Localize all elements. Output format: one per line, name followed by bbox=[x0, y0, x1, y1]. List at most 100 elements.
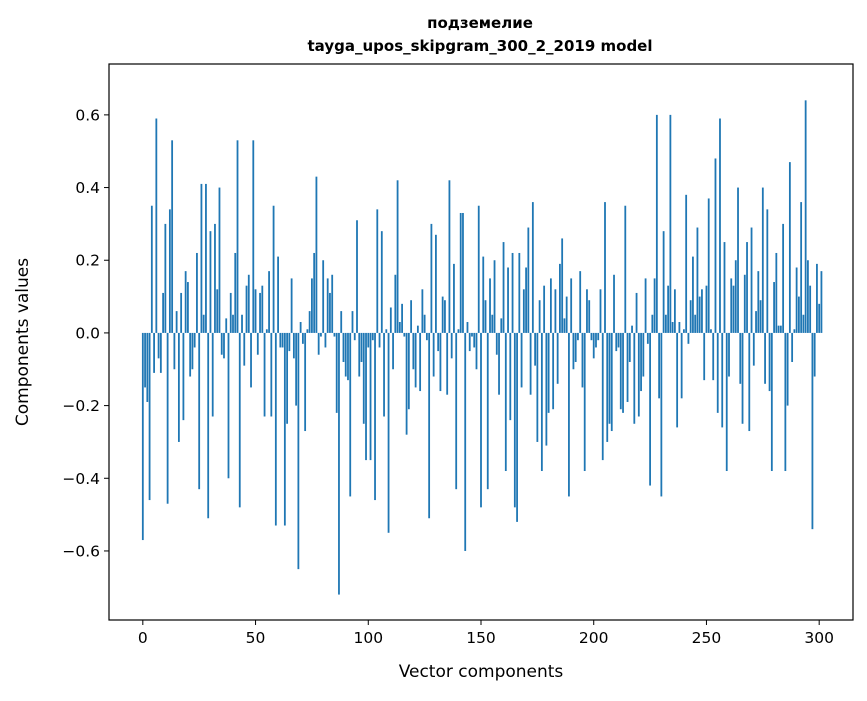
bar bbox=[664, 314, 667, 333]
bar bbox=[782, 223, 785, 333]
x-tick-label: 100 bbox=[353, 629, 383, 647]
bar bbox=[333, 332, 336, 337]
bar bbox=[669, 114, 672, 333]
bar bbox=[522, 289, 525, 333]
bar bbox=[563, 318, 566, 333]
bar bbox=[737, 187, 739, 333]
bar bbox=[667, 285, 670, 333]
y-tick-label: 0.2 bbox=[75, 252, 100, 270]
bar bbox=[556, 332, 559, 384]
bar bbox=[561, 238, 564, 333]
bar bbox=[597, 332, 600, 341]
bar bbox=[820, 271, 823, 333]
bar bbox=[719, 118, 721, 333]
bar bbox=[250, 332, 252, 388]
bar bbox=[748, 332, 751, 432]
bar bbox=[277, 256, 279, 333]
bar bbox=[286, 332, 289, 424]
bar bbox=[383, 332, 385, 417]
bar bbox=[308, 311, 311, 333]
bar bbox=[180, 292, 183, 333]
bar bbox=[353, 332, 356, 341]
bar bbox=[446, 332, 449, 395]
bar bbox=[351, 311, 354, 333]
bar bbox=[755, 311, 757, 333]
bar bbox=[311, 278, 313, 333]
bar bbox=[441, 296, 444, 333]
bar bbox=[182, 332, 185, 421]
bar bbox=[214, 223, 216, 333]
bar bbox=[211, 332, 214, 417]
bar bbox=[455, 332, 458, 490]
bar bbox=[378, 332, 381, 348]
bar bbox=[394, 274, 397, 333]
x-tick-label: 250 bbox=[692, 629, 722, 647]
y-tick-label: −0.2 bbox=[62, 397, 100, 415]
bar bbox=[484, 300, 487, 333]
bar bbox=[549, 278, 552, 333]
bar bbox=[392, 332, 394, 370]
bar bbox=[245, 285, 248, 333]
bar bbox=[615, 332, 618, 352]
bar bbox=[414, 332, 417, 388]
bar bbox=[421, 289, 424, 333]
bar bbox=[637, 332, 640, 417]
bar bbox=[703, 332, 706, 381]
x-tick-label: 300 bbox=[804, 629, 834, 647]
bar bbox=[374, 332, 376, 501]
bar bbox=[306, 329, 309, 333]
bar bbox=[322, 260, 325, 333]
bar bbox=[529, 332, 532, 395]
bar bbox=[423, 314, 426, 333]
bar bbox=[155, 118, 158, 333]
bar bbox=[396, 180, 399, 333]
bar bbox=[752, 332, 755, 366]
bar bbox=[651, 314, 654, 333]
bar bbox=[613, 274, 615, 333]
bar bbox=[628, 332, 631, 362]
bar bbox=[757, 271, 760, 333]
bar bbox=[234, 252, 237, 333]
bar bbox=[619, 332, 622, 410]
bar bbox=[565, 296, 568, 333]
bar bbox=[791, 332, 794, 362]
bar bbox=[624, 205, 627, 333]
bar bbox=[642, 332, 645, 377]
bar bbox=[175, 311, 178, 333]
y-tick-label: 0.4 bbox=[75, 179, 100, 197]
bar bbox=[599, 289, 602, 333]
bar bbox=[655, 114, 658, 333]
bar bbox=[617, 332, 620, 348]
bar bbox=[577, 332, 579, 341]
bar bbox=[435, 234, 437, 333]
bar bbox=[191, 332, 194, 370]
bar bbox=[329, 292, 331, 333]
bar bbox=[746, 242, 748, 333]
bar bbox=[380, 231, 383, 333]
bar bbox=[547, 332, 550, 413]
bar bbox=[425, 332, 428, 341]
bar bbox=[680, 332, 683, 399]
bar bbox=[793, 329, 796, 333]
bar bbox=[811, 332, 814, 530]
bar bbox=[538, 300, 541, 333]
bar bbox=[486, 332, 489, 490]
bar bbox=[818, 303, 821, 333]
bar bbox=[606, 332, 609, 442]
bar bbox=[146, 332, 149, 402]
bar bbox=[518, 252, 521, 333]
bar bbox=[457, 329, 460, 333]
bar bbox=[640, 332, 642, 392]
bar bbox=[500, 318, 503, 333]
bar bbox=[773, 282, 775, 333]
x-tick-label: 50 bbox=[246, 629, 266, 647]
bar bbox=[579, 271, 582, 333]
bar bbox=[365, 332, 367, 461]
bar bbox=[450, 332, 453, 359]
bar bbox=[795, 267, 798, 333]
bar bbox=[802, 314, 805, 333]
bar bbox=[430, 223, 433, 333]
bar bbox=[683, 329, 685, 333]
bar bbox=[574, 332, 577, 362]
